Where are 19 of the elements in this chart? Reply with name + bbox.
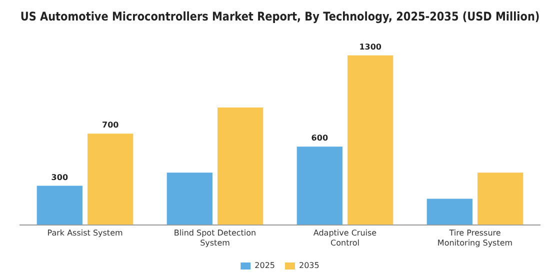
bar [218, 108, 264, 225]
legend-label: 2035 [299, 261, 320, 270]
data-label: 300 [51, 172, 68, 182]
x-tick-label: Blind Spot Detection System [174, 228, 256, 248]
chart-title: US Automotive Microcontrollers Market Report, By Technology, 2025-2035 (USD Million) [20, 10, 540, 24]
bar [36, 186, 82, 225]
x-tick-label: Park Assist System [47, 228, 123, 238]
bar [426, 198, 472, 225]
x-tick-label: Tire Pressure Monitoring System [437, 228, 513, 248]
data-label: 700 [102, 120, 120, 130]
bar [478, 172, 524, 225]
data-label: 1300 [359, 42, 382, 52]
bar [348, 55, 394, 225]
data-label: 600 [311, 134, 328, 143]
x-tick-label: Adaptive Cruise Control [313, 228, 377, 248]
legend-label: 2025 [254, 261, 275, 270]
bar [88, 134, 134, 225]
bar [296, 146, 342, 225]
bar [166, 172, 212, 225]
